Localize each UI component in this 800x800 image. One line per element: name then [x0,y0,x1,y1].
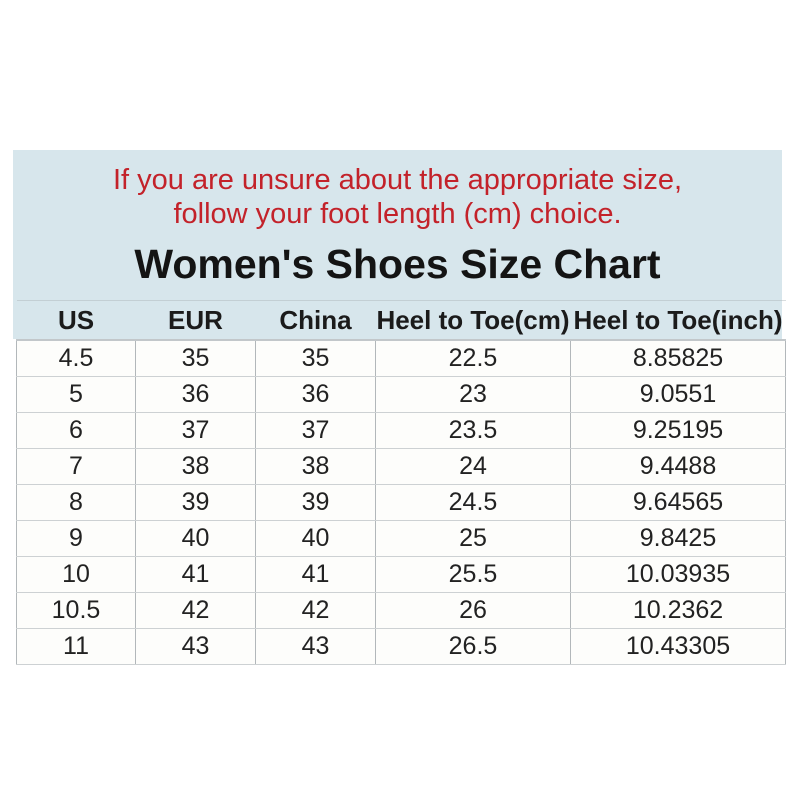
table-cell: 9.8425 [570,520,786,557]
table-cell: 37 [135,412,256,449]
table-cell: 5 [16,376,136,413]
column-header-heel-to-toe-cm: Heel to Toe(cm) [375,300,571,341]
chart-title: Women's Shoes Size Chart [134,241,661,287]
table-row: 7 38 38 24 9.4488 [16,448,786,485]
table-cell: 43 [255,628,376,665]
table-cell: 22.5 [375,339,571,377]
table-row: 11 43 43 26.5 10.43305 [16,628,786,665]
table-cell: 40 [255,520,376,557]
column-header-heel-to-toe-inch: Heel to Toe(inch) [570,300,786,341]
table-cell: 10 [16,556,136,593]
table-row: 10 41 41 25.5 10.03935 [16,556,786,593]
table-cell: 35 [135,339,256,377]
table-cell: 8.85825 [570,339,786,377]
table-cell: 10.5 [16,592,136,629]
table-cell: 9.0551 [570,376,786,413]
table-cell: 38 [135,448,256,485]
table-row: 5 36 36 23 9.0551 [16,376,786,413]
table-cell: 42 [135,592,256,629]
table-cell: 41 [255,556,376,593]
size-notice: If you are unsure about the appropriate … [13,150,782,231]
table-cell: 10.43305 [570,628,786,665]
table-row: 4.5 35 35 22.5 8.85825 [16,339,786,377]
table-row: 10.5 42 42 26 10.2362 [16,592,786,629]
table-cell: 4.5 [16,339,136,377]
table-cell: 7 [16,448,136,485]
table-cell: 36 [255,376,376,413]
table-cell: 23.5 [375,412,571,449]
table-cell: 24 [375,448,571,485]
table-cell: 9 [16,520,136,557]
size-table: US EUR China Heel to Toe(cm) Heel to Toe… [16,300,786,665]
table-cell: 11 [16,628,136,665]
table-row: 6 37 37 23.5 9.25195 [16,412,786,449]
column-header-eur: EUR [135,300,256,341]
table-row: 8 39 39 24.5 9.64565 [16,484,786,521]
table-cell: 38 [255,448,376,485]
table-row: 9 40 40 25 9.8425 [16,520,786,557]
table-cell: 35 [255,339,376,377]
table-cell: 43 [135,628,256,665]
table-cell: 42 [255,592,376,629]
table-cell: 39 [255,484,376,521]
column-header-china: China [255,300,376,341]
table-cell: 25.5 [375,556,571,593]
table-cell: 23 [375,376,571,413]
table-cell: 40 [135,520,256,557]
table-cell: 41 [135,556,256,593]
table-cell: 9.4488 [570,448,786,485]
table-cell: 26 [375,592,571,629]
header-row: US EUR China Heel to Toe(cm) Heel to Toe… [16,300,786,341]
table-cell: 26.5 [375,628,571,665]
table-cell: 9.25195 [570,412,786,449]
table-cell: 9.64565 [570,484,786,521]
table-cell: 8 [16,484,136,521]
table-cell: 37 [255,412,376,449]
table-cell: 24.5 [375,484,571,521]
table-cell: 36 [135,376,256,413]
table-cell: 39 [135,484,256,521]
table-cell: 10.2362 [570,592,786,629]
notice-line-1: If you are unsure about the appropriate … [112,164,683,196]
table-cell: 25 [375,520,571,557]
column-header-us: US [16,300,136,341]
table-cell: 10.03935 [570,556,786,593]
table-cell: 6 [16,412,136,449]
notice-line-2: follow your foot length (cm) choice. [173,198,622,230]
